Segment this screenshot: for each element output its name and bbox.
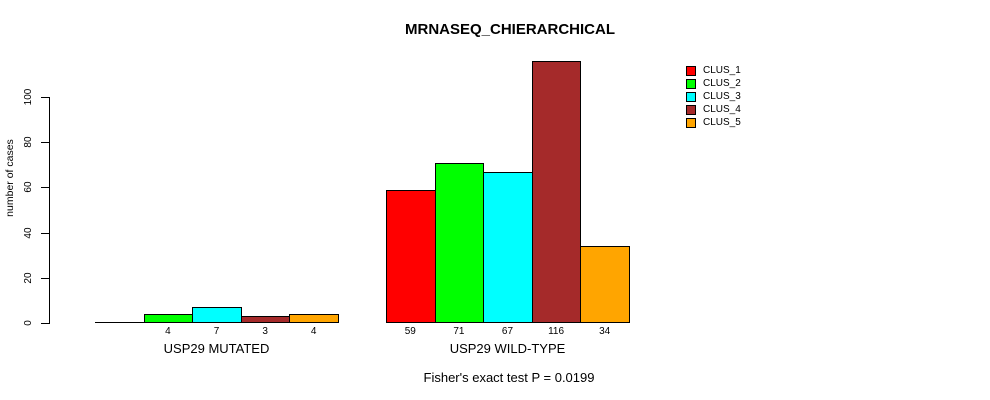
legend-swatch-clus-2 — [686, 78, 696, 89]
bar-value-label: 4 — [165, 326, 171, 337]
legend-swatch-clus-3 — [686, 91, 696, 102]
bar-value-label: 7 — [213, 326, 220, 337]
y-tick — [41, 142, 49, 144]
y-tick — [41, 97, 49, 98]
legend-swatch-clus-1 — [686, 65, 696, 76]
bar-usp29-wild-type-clus-4 — [531, 61, 582, 323]
chart-title: MRNASEQ_CHIERARCHICAL — [404, 21, 616, 38]
bar-value-label: 71 — [453, 326, 465, 337]
x-category-label: USP29 WILD-TYPE — [449, 341, 566, 356]
legend-label-clus-1: CLUS_1 — [703, 64, 741, 76]
bar-usp29-mutated-clus-3 — [192, 307, 242, 323]
legend-label-clus-2: CLUS_2 — [703, 77, 741, 89]
legend-label-clus-5: CLUS_5 — [703, 116, 741, 128]
bar-value-label: 116 — [548, 326, 565, 337]
bar-usp29-wild-type-clus-3 — [483, 172, 533, 323]
y-axis-line — [49, 97, 50, 324]
bar-usp29-wild-type-clus-5 — [580, 246, 630, 323]
bar-usp29-wild-type-clus-1 — [386, 190, 436, 323]
y-tick — [41, 323, 49, 324]
y-tick — [41, 232, 49, 234]
bar-usp29-mutated-clus-1 — [95, 322, 145, 323]
bar-value-label: 34 — [599, 326, 611, 337]
fisher-test-note: Fisher's exact test P = 0.0199 — [423, 370, 595, 385]
legend-label-clus-3: CLUS_3 — [703, 90, 741, 102]
bar-usp29-mutated-clus-5 — [289, 314, 339, 323]
bar-value-label: 67 — [501, 326, 514, 337]
bar-value-label: 4 — [310, 326, 317, 337]
y-tick — [41, 277, 49, 279]
legend-swatch-clus-4 — [686, 104, 696, 115]
bar-value-label: 3 — [262, 326, 268, 337]
bar-usp29-wild-type-clus-2 — [434, 163, 485, 323]
legend-swatch-clus-5 — [686, 117, 696, 128]
x-category-label: USP29 MUTATED — [163, 341, 270, 356]
legend-label-clus-4: CLUS_4 — [703, 103, 741, 115]
y-tick — [41, 187, 49, 189]
bar-value-label: 59 — [404, 326, 416, 337]
